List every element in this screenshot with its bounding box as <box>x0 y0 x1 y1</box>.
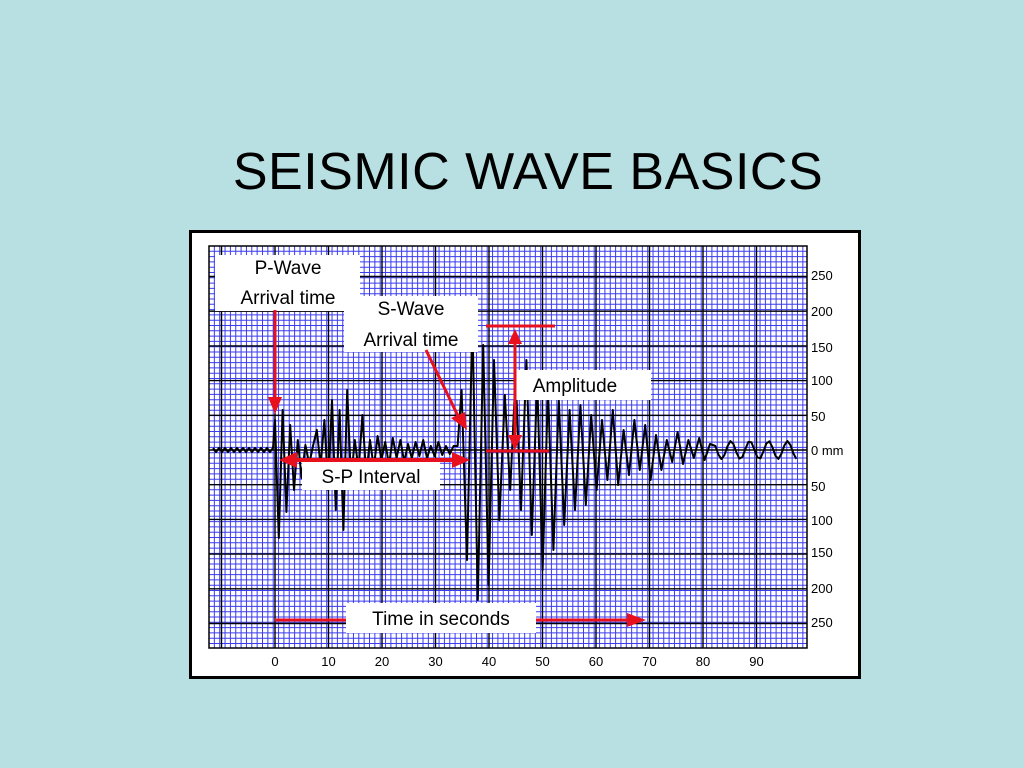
y-tick-label: 200 <box>811 304 833 319</box>
annotation-arrows <box>268 310 646 627</box>
p-wave-label-line2: Arrival time <box>240 288 335 309</box>
y-tick-label: 150 <box>811 340 833 355</box>
time-axis-label-box <box>346 603 536 633</box>
s-wave-arrow <box>424 349 461 419</box>
y-tick-label: 50 <box>811 409 825 424</box>
y-tick-label: 100 <box>811 513 833 528</box>
x-tick-label: 80 <box>696 654 710 669</box>
x-tick-label: 20 <box>375 654 389 669</box>
y-tick-label: 0 mm <box>811 443 844 458</box>
p-wave-label-line1: P-Wave <box>255 258 322 279</box>
time-axis-label: Time in seconds <box>372 609 510 630</box>
y-tick-label: 150 <box>811 545 833 560</box>
sp-interval-arrowhead-right <box>452 452 470 468</box>
x-axis-ticks: 0 10 20 30 40 50 60 70 80 90 <box>271 654 763 669</box>
x-tick-label: 60 <box>589 654 603 669</box>
x-tick-label: 10 <box>321 654 335 669</box>
plot-border <box>208 245 808 649</box>
y-tick-label: 100 <box>811 373 833 388</box>
p-wave-label-box <box>215 255 360 311</box>
s-wave-label-line2: Arrival time <box>363 330 458 351</box>
seismogram-svg: P-Wave Arrival time S-Wave Arrival time … <box>189 230 861 679</box>
amplitude-arrowhead-down <box>508 435 522 450</box>
s-wave-arrowhead <box>451 412 467 430</box>
sp-interval-label: S-P Interval <box>322 467 421 488</box>
y-tick-label: 250 <box>811 615 833 630</box>
seismogram-figure: P-Wave Arrival time S-Wave Arrival time … <box>189 230 861 679</box>
time-arrowhead <box>627 613 646 627</box>
s-wave-label-box <box>344 296 478 352</box>
amplitude-label: Amplitude <box>533 376 618 397</box>
x-tick-label: 0 <box>271 654 278 669</box>
y-tick-label: 200 <box>811 581 833 596</box>
x-tick-label: 40 <box>482 654 496 669</box>
x-tick-label: 30 <box>428 654 442 669</box>
sp-interval-arrowhead-left <box>279 452 297 468</box>
x-tick-label: 50 <box>535 654 549 669</box>
p-wave-arrowhead <box>268 397 282 414</box>
amplitude-arrowhead-up <box>508 329 522 344</box>
y-axis-ticks: 250 200 150 100 50 0 mm 50 100 150 200 250 <box>811 268 844 630</box>
y-tick-label: 250 <box>811 268 833 283</box>
s-wave-label-line1: S-Wave <box>378 299 445 320</box>
slide-title: SEISMIC WAVE BASICS <box>232 143 824 201</box>
sp-interval-label-box <box>302 462 440 490</box>
x-tick-label: 70 <box>642 654 656 669</box>
x-tick-label: 90 <box>749 654 763 669</box>
amplitude-label-box <box>516 370 651 400</box>
y-tick-label: 50 <box>811 479 825 494</box>
